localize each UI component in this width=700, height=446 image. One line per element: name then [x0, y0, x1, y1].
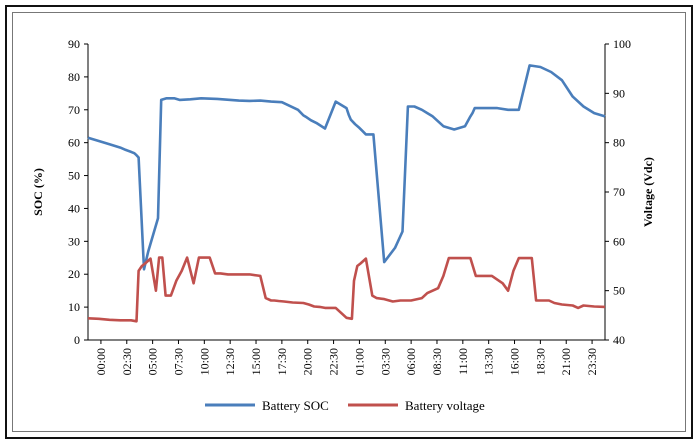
- x-tick-label: 10:00: [197, 348, 211, 375]
- y-tick-label: 40: [68, 201, 80, 215]
- x-tick-label: 16:00: [508, 348, 522, 375]
- y2-tick-label: 70: [613, 185, 625, 199]
- y-tick-label: 90: [68, 37, 80, 51]
- series-line-battery-voltage: [87, 256, 606, 323]
- x-tick-label: 13:30: [482, 348, 496, 375]
- x-tick-label: 06:00: [404, 348, 418, 375]
- y-tick-label: 20: [68, 267, 80, 281]
- x-tick-label: 01:00: [352, 348, 366, 375]
- legend: Battery SOC Battery voltage: [205, 398, 485, 413]
- y2-tick-label: 50: [613, 284, 625, 298]
- x-tick-label: 00:00: [94, 348, 108, 375]
- y-tick-label: 30: [68, 234, 80, 248]
- series-layer: [87, 64, 606, 323]
- series-line-battery-soc: [87, 64, 606, 271]
- y2-tick-label: 80: [613, 136, 625, 150]
- x-tick-label: 22:30: [327, 348, 341, 375]
- x-tick-label: 15:00: [249, 348, 263, 375]
- y2-tick-label: 40: [613, 333, 625, 347]
- x-tick-label: 17:30: [275, 348, 289, 375]
- y2-axis-label: Voltage (Vdc): [641, 157, 655, 227]
- x-tick-label: 23:30: [585, 348, 599, 375]
- y-tick-label: 70: [68, 103, 80, 117]
- x-tick-label: 03:30: [378, 348, 392, 375]
- y2-tick-label: 100: [613, 37, 631, 51]
- chart-outer-border: [5, 5, 693, 439]
- y-tick-label: 80: [68, 70, 80, 84]
- y-tick-label: 10: [68, 300, 80, 314]
- y-axis-label: SOC (%): [31, 168, 45, 216]
- y-tick-label: 60: [68, 136, 80, 150]
- x-tick-label: 07:30: [171, 348, 185, 375]
- x-tick-label: 02:30: [120, 348, 134, 375]
- legend-label-battery-soc: Battery SOC: [262, 398, 329, 413]
- x-tick-label: 05:00: [146, 348, 160, 375]
- y2-tick-label: 90: [613, 86, 625, 100]
- legend-label-battery-voltage: Battery voltage: [405, 398, 485, 413]
- y-tick-label: 0: [74, 333, 80, 347]
- chart-area-border: [12, 12, 686, 432]
- x-tick-label: 12:30: [223, 348, 237, 375]
- y-tick-label: 50: [68, 169, 80, 183]
- x-tick-label: 20:00: [301, 348, 315, 375]
- x-tick-label: 21:00: [559, 348, 573, 375]
- ticks-layer: 0 10 20 30 40 50 60 70 80 90 40 50 60 70 80 90 100 00:00 0…: [68, 37, 631, 375]
- x-tick-label: 18:30: [533, 348, 547, 375]
- y2-tick-label: 60: [613, 234, 625, 248]
- x-tick-label: 11:00: [456, 348, 470, 375]
- x-tick-label: 08:30: [430, 348, 444, 375]
